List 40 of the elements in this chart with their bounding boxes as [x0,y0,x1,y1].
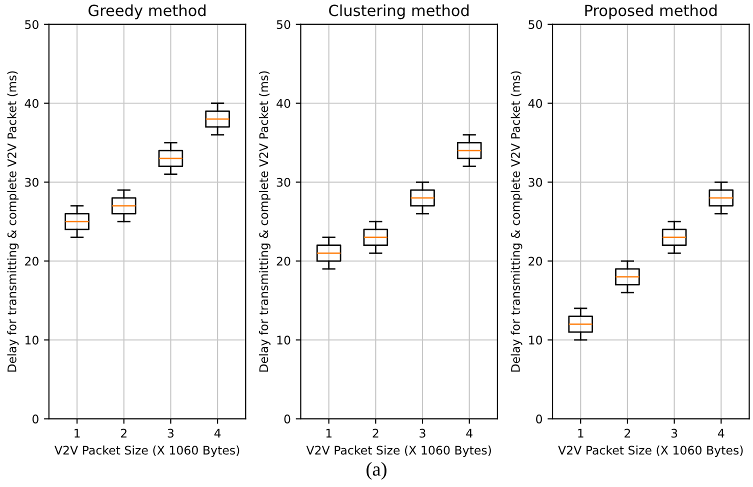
y-tick-label: 0 [32,414,38,424]
x-tick-label: 2 [120,428,126,438]
y-tick-label: 50 [276,20,290,30]
y-axis-title: Delay for transmitting & complete V2V Packet (ms) [259,71,270,372]
y-tick-label: 20 [276,256,290,266]
y-tick-label: 10 [25,336,38,345]
x-tick-label: 4 [214,428,221,438]
x-tick-label: 4 [466,428,472,438]
x-tick-label: 3 [671,428,678,438]
y-tick-label: 50 [528,20,542,30]
x-tick-label: 3 [168,428,174,438]
x-tick-label: 3 [420,428,426,438]
y-tick-label: 30 [528,178,542,187]
x-axis-title: V2V Packet Size (X 1060 Bytes) [558,446,743,457]
y-axis-title: Delay for transmitting & complete V2V Packet (ms) [510,71,522,372]
x-tick-label: 4 [718,428,724,438]
x-axis-title: V2V Packet Size (X 1060 Bytes) [54,446,240,457]
y-tick-label: 30 [276,178,290,187]
y-tick-label: 0 [284,414,290,424]
y-tick-label: 20 [25,256,38,266]
y-tick-label: 10 [277,336,290,345]
y-tick-label: 40 [528,98,542,108]
x-tick-label: 1 [74,428,80,438]
chart-title: Greedy method [88,4,206,20]
y-tick-label: 10 [529,336,542,345]
y-axis-title: Delay for transmitting & complete V2V Packet (ms) [7,71,19,372]
chart-title: Proposed method [585,4,717,20]
x-tick-label: 1 [578,428,584,438]
x-tick-label: 1 [326,428,332,438]
y-tick-label: 40 [24,98,38,108]
y-tick-label: 50 [25,20,38,30]
x-tick-label: 2 [372,428,378,438]
chart-title: Clustering method [329,4,469,20]
x-axis-title: V2V Packet Size (X 1060 Bytes) [306,446,491,457]
y-tick-label: 30 [25,178,38,187]
y-tick-label: 0 [536,414,542,424]
y-tick-label: 20 [528,256,542,266]
x-tick-label: 2 [624,428,630,438]
text: (a) [366,462,386,480]
y-tick-label: 40 [276,98,290,108]
